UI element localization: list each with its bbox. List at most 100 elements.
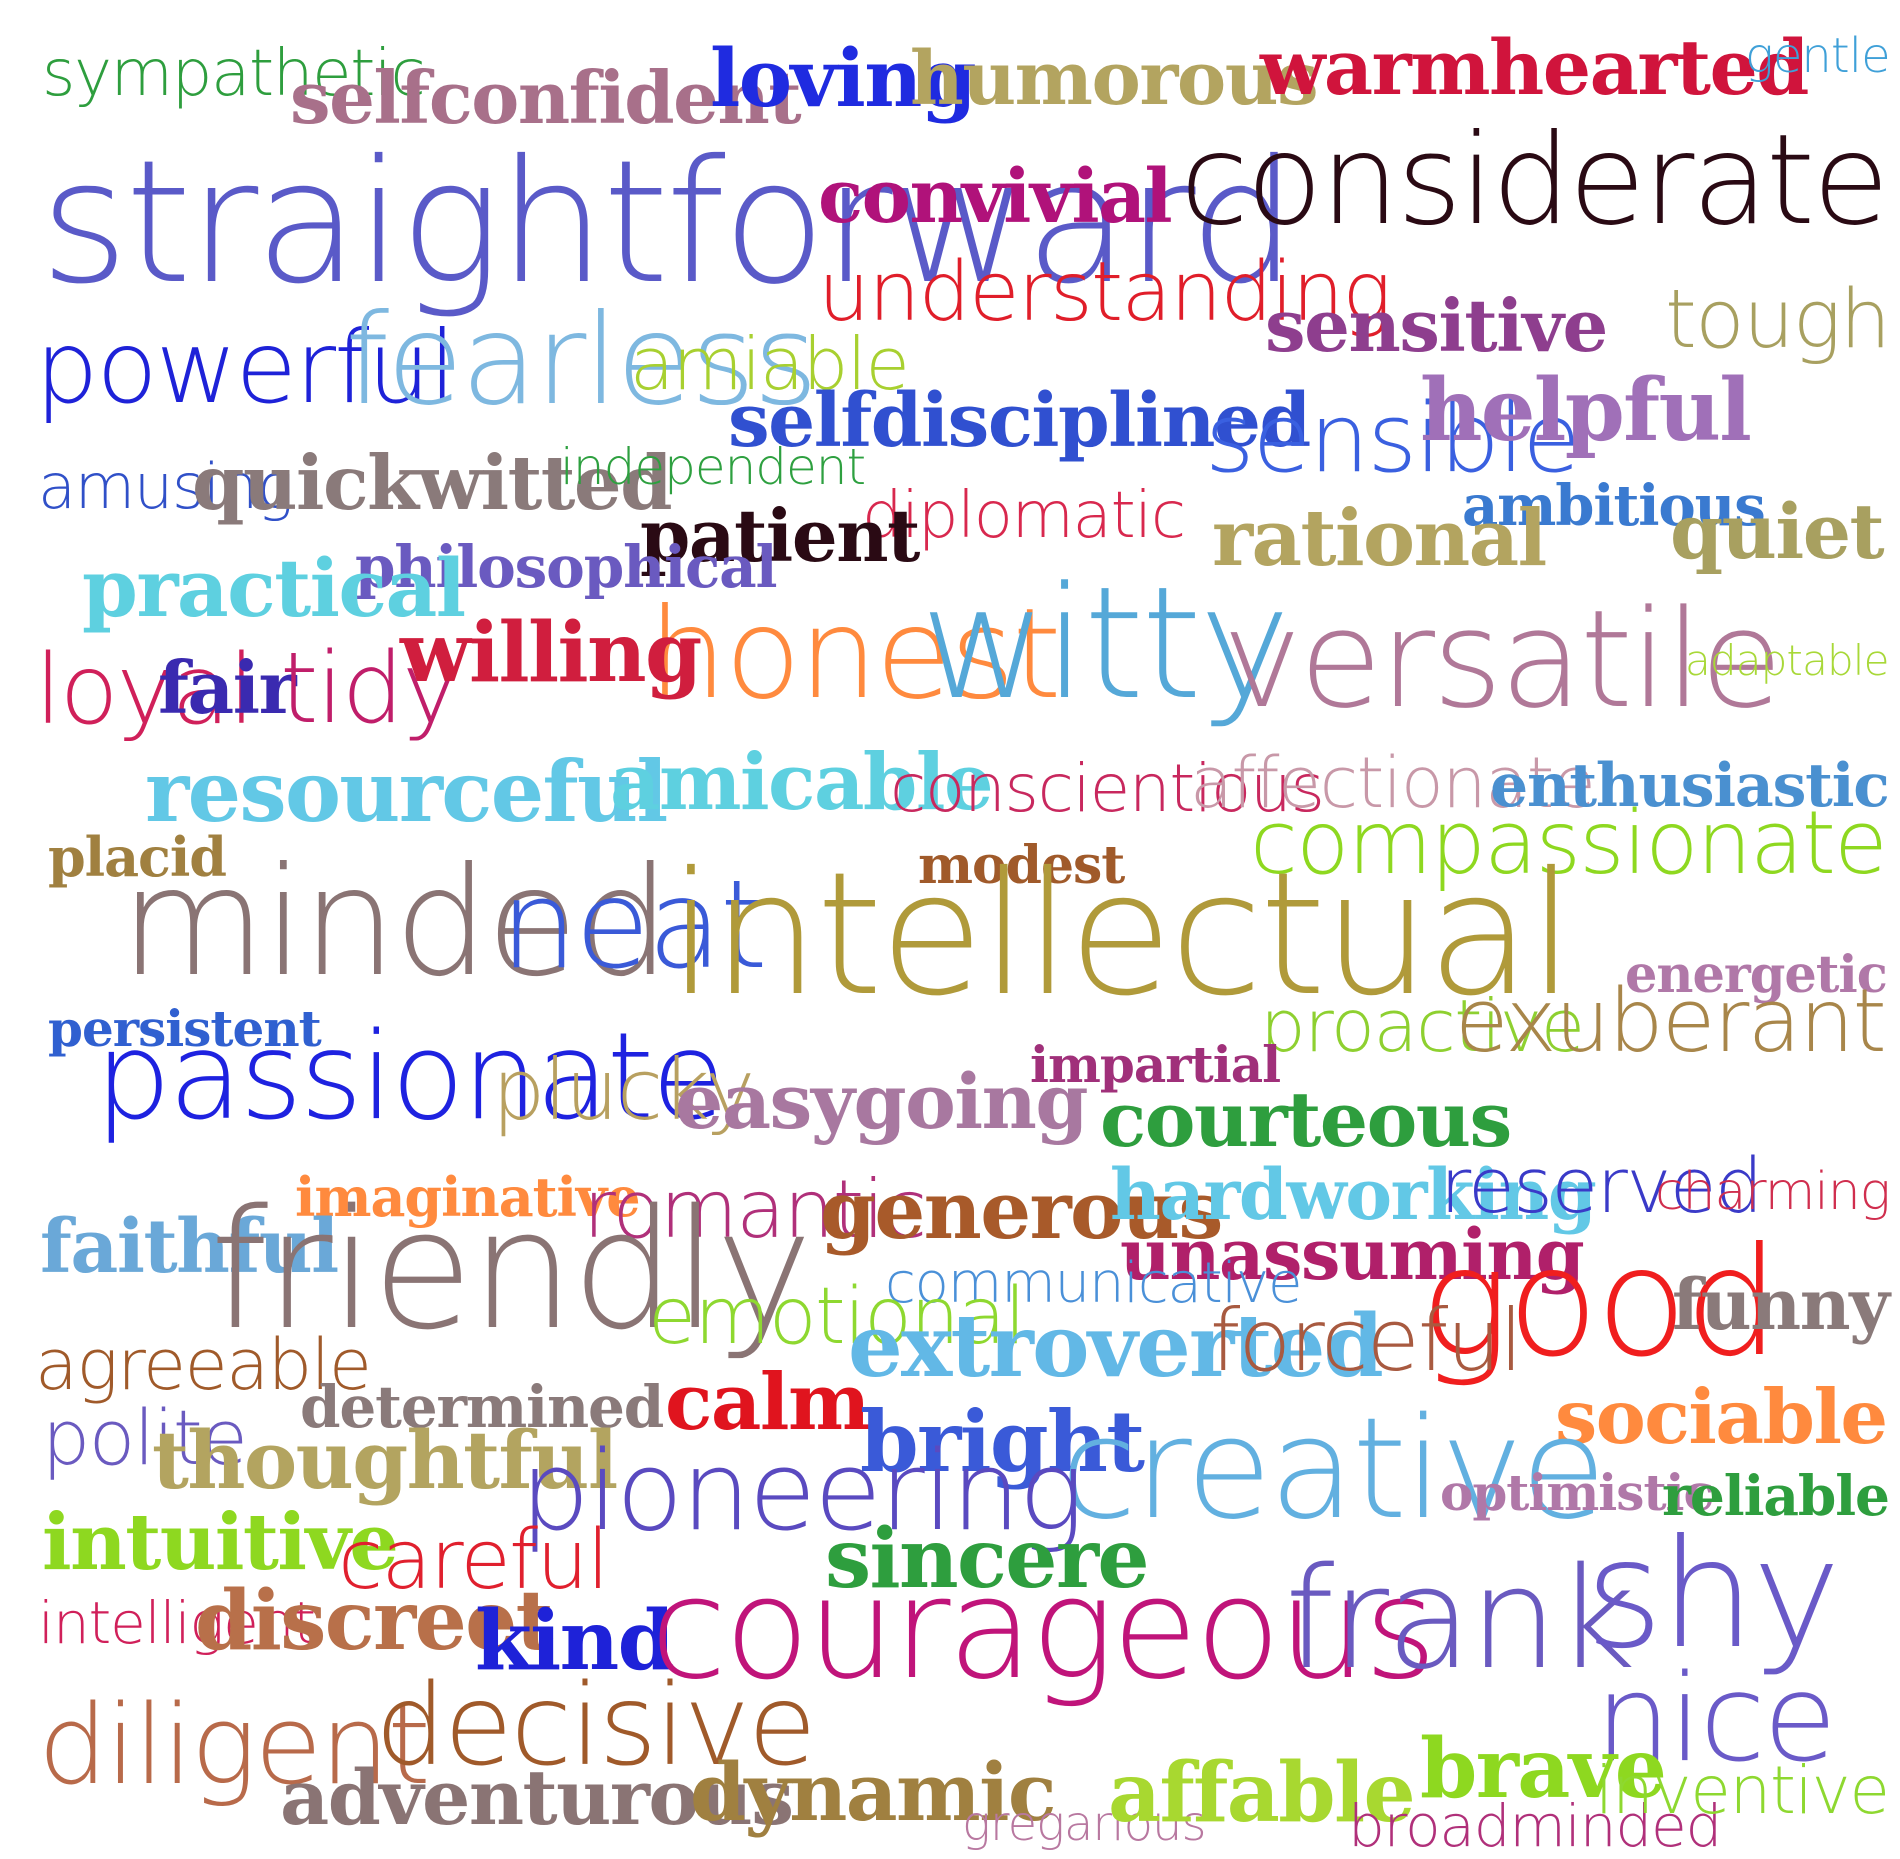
word-independent: independent [560, 438, 866, 496]
word-witty: witty [920, 553, 1291, 734]
word-fearless: fearless [345, 288, 818, 433]
word-quiet: quiet [1670, 487, 1885, 576]
word-fair: fair [158, 645, 297, 730]
word-kind: kind [475, 1593, 675, 1689]
word-emotional: emotional [648, 1272, 1026, 1362]
word-rational: rational [1212, 493, 1547, 584]
word-energetic: energetic [1625, 945, 1888, 1005]
word-careful: careful [338, 1513, 609, 1608]
word-amiable: amiable [630, 322, 910, 406]
word-nice: nice [1595, 1650, 1837, 1789]
word-versatile: versatile [1222, 581, 1783, 738]
word-tough: tough [1665, 273, 1891, 367]
word-amusing: amusing [38, 450, 294, 523]
word-honest: honest [648, 582, 1061, 727]
word-convivial: convivial [818, 154, 1173, 240]
word-shy: shy [1585, 1508, 1841, 1682]
word-creative: creative [1060, 1388, 1607, 1551]
word-tidy: tidy [280, 632, 460, 746]
word-selfdisciplined: selfdisciplined [728, 378, 1311, 464]
word-diligent: diligent [38, 1681, 431, 1809]
word-decisive: decisive [375, 1661, 817, 1791]
word-extroverted: extroverted [848, 1296, 1384, 1397]
word-optimistic: optimistic [1440, 1463, 1714, 1522]
word-romantic: romantic [583, 1163, 927, 1256]
word-patient: patient [640, 493, 920, 578]
word-practical: practical [82, 541, 466, 635]
word-placid: placid [48, 825, 227, 889]
word-communicative: communicative [885, 1251, 1302, 1316]
word-dynamic: dynamic [690, 1745, 1057, 1839]
word-courageous: courageous [650, 1548, 1437, 1711]
word-resourceful: resourceful [145, 742, 668, 841]
word-ambitious: ambitious [1462, 473, 1766, 539]
word-unassuming: unassuming [1120, 1213, 1585, 1296]
word-calm: calm [665, 1357, 871, 1448]
word-impartial: impartial [1030, 1035, 1281, 1094]
word-forceful: forceful [1210, 1291, 1523, 1391]
word-hardworking: hardworking [1110, 1153, 1597, 1236]
word-agreeable: agreeable [35, 1324, 372, 1406]
word-helpful: helpful [1420, 360, 1752, 461]
word-loyal: loyal [35, 634, 255, 746]
word-willing: willing [400, 605, 702, 701]
word-neat: neat [500, 854, 768, 996]
word-thoughtful: thoughtful [152, 1413, 618, 1507]
word-gentle: gentle [1745, 28, 1891, 84]
word-adventurous: adventurous [280, 1753, 794, 1842]
word-generous: generous [820, 1163, 1223, 1257]
word-sociable: sociable [1555, 1373, 1888, 1461]
word-reliable: reliable [1662, 1463, 1890, 1528]
word-considerate: considerate [1180, 108, 1889, 253]
word-charming: charming [1655, 1162, 1891, 1222]
word-adaptable: adaptable [1685, 636, 1889, 685]
word-persistent: persistent [48, 999, 322, 1058]
word-conscientious: conscientious [890, 750, 1325, 827]
word-plucky: plucky [492, 1041, 755, 1139]
word-powerful: powerful [35, 309, 456, 426]
word-sensitive: sensitive [1265, 283, 1608, 368]
word-loving: loving [710, 31, 977, 125]
word-inventive: inventive [1595, 1752, 1890, 1829]
word-broadminded: broadminded [1348, 1792, 1722, 1859]
word-pioneering: pioneering [520, 1427, 1084, 1555]
word-understanding: understanding [818, 245, 1392, 340]
word-courteous: courteous [1100, 1075, 1512, 1164]
word-exuberant: exuberant [1455, 970, 1887, 1072]
word-affectionate: affectionate [1190, 742, 1596, 824]
word-intellectual: intellectual [668, 836, 1575, 1034]
word-modest: modest [918, 835, 1125, 896]
word-faithful: faithful [40, 1204, 339, 1290]
word-determined: determined [300, 1373, 664, 1441]
word-diplomatic: diplomatic [862, 479, 1186, 553]
word-straightforward: straightforward [40, 124, 1297, 322]
word-bright: bright [860, 1392, 1145, 1491]
word-brave: brave [1420, 1721, 1667, 1817]
word-quickwitted: quickwitted [192, 439, 673, 527]
word-reserved: reserved [1440, 1141, 1763, 1230]
word-sincere: sincere [825, 1511, 1150, 1607]
word-passionate: passionate [95, 1008, 725, 1147]
word-humorous: humorous [910, 36, 1319, 122]
word-philosophical: philosophical [355, 533, 778, 601]
word-affable: affable [1108, 1745, 1416, 1841]
word-proactive: proactive [1260, 984, 1585, 1068]
word-compassionate: compassionate [1250, 792, 1888, 894]
word-gregarious: gregarious [962, 1796, 1206, 1852]
word-frank: frank [1285, 1538, 1636, 1701]
word-amicable: amicable [610, 737, 994, 828]
word-friendly: friendly [210, 1174, 813, 1366]
word-intuitive: intuitive [42, 1497, 399, 1588]
word-sensible: sensible [1205, 384, 1581, 494]
word-minded: minded [120, 836, 671, 1010]
word-easygoing: easygoing [675, 1057, 1088, 1146]
word-sympathetic: sympathetic [42, 37, 426, 111]
word-good: good [1420, 1216, 1780, 1390]
word-warmhearted: warmhearted [1260, 23, 1809, 112]
word-intelligent: intelligent [38, 1589, 316, 1657]
word-selfconfident: selfconfident [290, 55, 802, 140]
word-discreet: discreet [195, 1573, 554, 1669]
word-funny: funny [1672, 1263, 1890, 1346]
word-enthusiastic: enthusiastic [1490, 751, 1890, 821]
